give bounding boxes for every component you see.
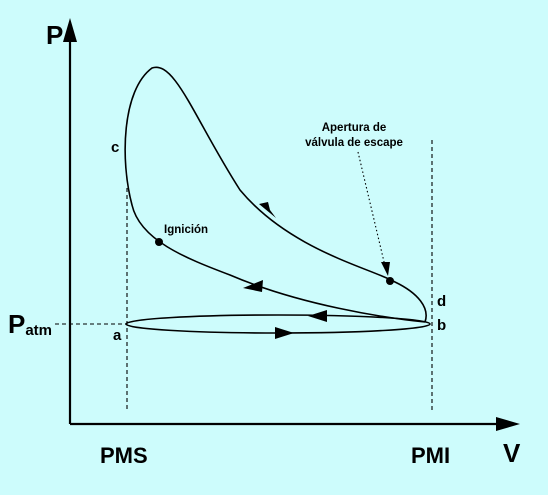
x-axis-label: V <box>503 438 521 468</box>
point-d-label: d <box>437 293 446 310</box>
exhaust-leader-arrowhead <box>381 262 390 276</box>
x-axis-arrowhead <box>496 417 520 431</box>
exhaust-stroke-arrow <box>308 310 327 322</box>
pmi-label: PMI <box>411 443 450 468</box>
exhaust-opening-point <box>386 277 394 285</box>
point-c-label: c <box>111 139 119 156</box>
ignition-point <box>155 238 163 246</box>
exhaust-annotation-line1: Apertura de <box>322 122 387 134</box>
point-a-label: a <box>113 327 122 344</box>
patm-label: Patm <box>8 309 52 339</box>
point-b-label: b <box>437 317 446 334</box>
pms-label: PMS <box>100 443 148 468</box>
y-axis-arrowhead <box>63 18 77 42</box>
cycle-curve <box>124 66 427 323</box>
ignition-label: Ignición <box>164 224 208 236</box>
compression-arrow <box>243 280 263 292</box>
patm-main: P <box>8 309 25 339</box>
intake-stroke-arrow <box>275 327 294 339</box>
exhaust-annotation-line2: válvula de escape <box>305 137 403 149</box>
expansion-arrow <box>259 202 276 218</box>
exhaust-leader-line <box>357 151 386 267</box>
y-axis-label: P <box>46 20 63 50</box>
patm-sub: atm <box>25 322 52 339</box>
